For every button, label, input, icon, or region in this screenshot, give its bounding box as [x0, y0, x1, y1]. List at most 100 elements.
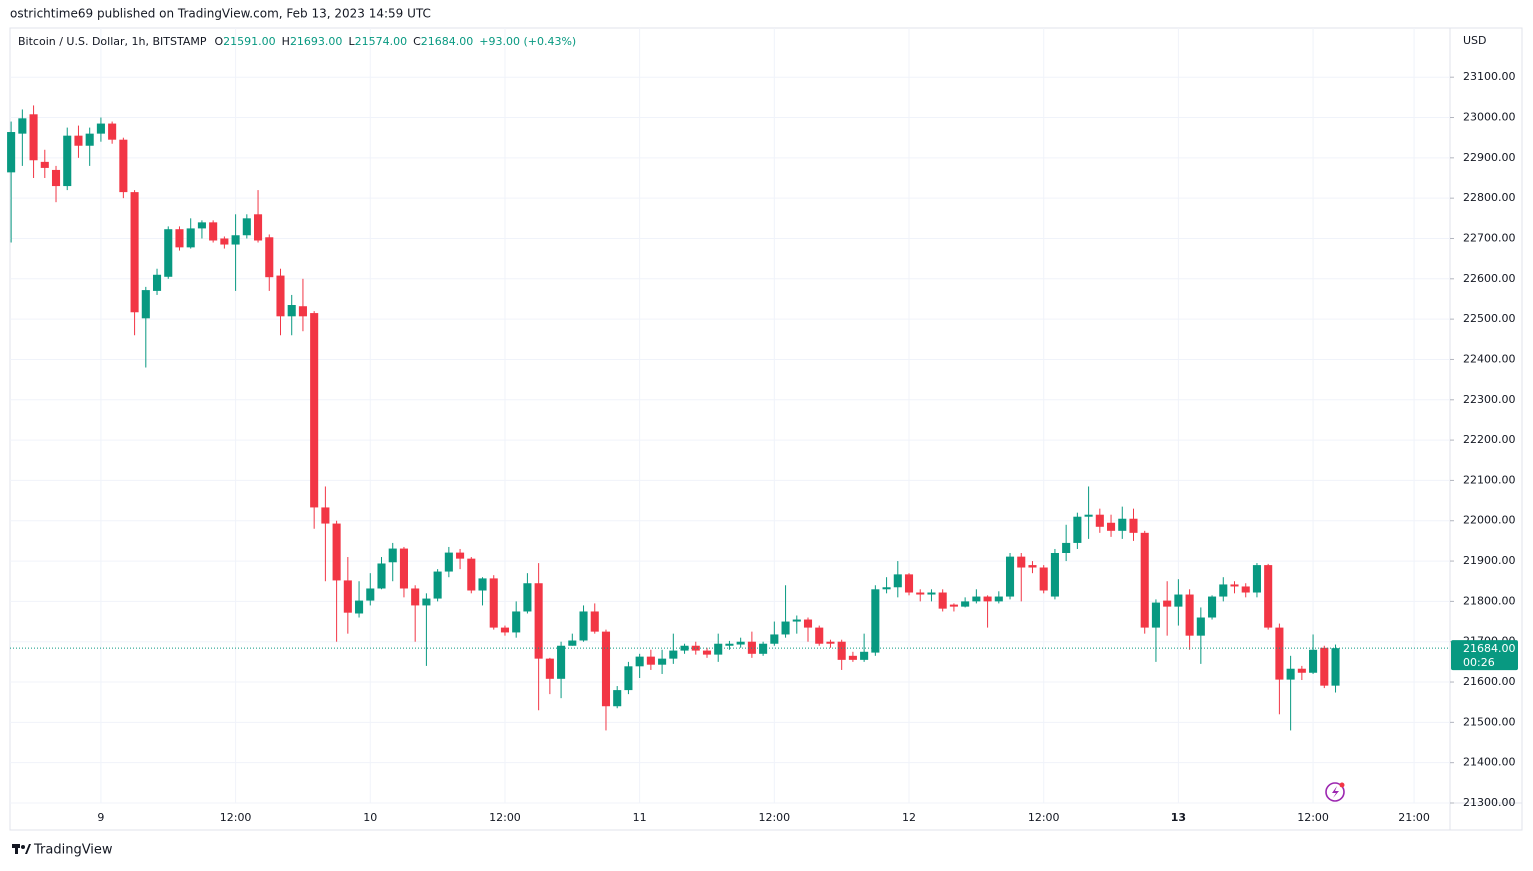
grid: 21300.0021400.0021500.0021600.0021700.00… — [10, 28, 1516, 824]
candle-body — [1140, 532, 1149, 628]
candle-body — [467, 558, 476, 591]
candle-body — [40, 161, 49, 168]
candle-body — [545, 658, 554, 679]
candle-body — [770, 634, 779, 644]
symbol-title: Bitcoin / U.S. Dollar, 1h, BITSTAMP — [18, 35, 207, 48]
candle-body — [815, 627, 824, 644]
countdown: 00:26 — [1463, 656, 1495, 669]
candle-body — [1185, 594, 1194, 636]
ohlc-key: C — [413, 35, 421, 48]
candle-body — [613, 690, 622, 707]
frame — [9, 27, 1523, 831]
candle-body — [669, 650, 678, 659]
candle-body — [74, 135, 83, 146]
last-price-tag — [1451, 640, 1518, 671]
candle-body — [265, 237, 274, 278]
publisher: ostrichtime69 published on TradingView.c… — [10, 7, 431, 21]
candle-body — [287, 305, 296, 317]
x-tick-label: 12:00 — [1297, 811, 1329, 824]
candle-body — [366, 588, 375, 601]
candle-body — [1230, 584, 1239, 587]
candle-body — [220, 238, 229, 245]
y-tick-label: 21900.00 — [1463, 554, 1516, 567]
ohlc-value: 21591.00 — [223, 35, 276, 48]
candle-body — [456, 552, 465, 559]
candle-body — [837, 641, 846, 660]
ohlc-key: L — [348, 35, 355, 48]
y-tick-label: 23000.00 — [1463, 111, 1516, 124]
x-tick-label: 12:00 — [1028, 811, 1060, 824]
candle-body — [489, 578, 498, 628]
x-tick-label: 11 — [633, 811, 647, 824]
candle-body — [164, 229, 173, 277]
candle-body — [1241, 586, 1250, 593]
x-tick-label: 12:00 — [489, 811, 521, 824]
candle-body — [938, 592, 947, 609]
candles — [7, 105, 1340, 731]
brand-logo — [12, 844, 31, 854]
candle-body — [1252, 565, 1261, 593]
x-tick-label: 12:00 — [220, 811, 252, 824]
candle-body — [961, 601, 970, 607]
x-tick-label: 9 — [97, 811, 104, 824]
candle-body — [736, 641, 745, 645]
candle-body — [209, 222, 218, 241]
y-tick-label: 22500.00 — [1463, 312, 1516, 325]
candle-body — [1275, 627, 1284, 680]
candle-body — [893, 574, 902, 588]
candle-body — [904, 574, 914, 593]
candle-body — [1208, 596, 1217, 618]
candle-body — [848, 655, 857, 660]
y-tick-label: 23100.00 — [1463, 70, 1516, 83]
candle-body — [1050, 553, 1059, 597]
candle-body — [568, 640, 577, 646]
candle-body — [444, 552, 453, 572]
candle-body — [332, 523, 341, 581]
candle-body — [18, 118, 27, 134]
candle-body — [276, 275, 285, 317]
candle-body — [994, 596, 1003, 602]
candle-body — [85, 133, 94, 146]
x-tick-label: 21:00 — [1398, 811, 1430, 824]
ohlc-key: O — [214, 35, 223, 48]
candle-body — [1320, 647, 1329, 686]
candle-body — [197, 222, 206, 229]
candle-body — [355, 600, 364, 614]
candle-body — [949, 604, 958, 607]
candle-body — [242, 218, 251, 236]
ohlc-key: H — [282, 35, 290, 48]
candle-body — [130, 192, 139, 313]
candle-body — [51, 169, 61, 187]
candle-body — [1286, 668, 1295, 680]
y-axis-label: USD — [1463, 34, 1487, 47]
candle-body — [1118, 518, 1127, 531]
candle-body — [422, 598, 431, 606]
legend: Bitcoin / U.S. Dollar, 1h, BITSTAMP O2159… — [18, 35, 576, 48]
candle-body — [860, 651, 869, 660]
y-tick-label: 21400.00 — [1463, 756, 1516, 769]
y-tick-label: 22400.00 — [1463, 352, 1516, 365]
ohlc-value: 21693.00 — [290, 35, 343, 48]
candle-body — [512, 611, 521, 633]
candle-body — [590, 611, 599, 632]
candle-body — [7, 132, 16, 173]
candle-body — [500, 627, 510, 633]
candle-body — [175, 229, 184, 248]
candle-body — [1163, 600, 1172, 607]
y-tick-label: 21500.00 — [1463, 715, 1516, 728]
x-tick-label: 10 — [363, 811, 377, 824]
candle-body — [321, 507, 330, 524]
candle-body — [1196, 617, 1205, 636]
candle-body — [119, 139, 128, 193]
candle-body — [1039, 567, 1048, 591]
candle-body — [388, 548, 397, 563]
candle-body — [1107, 522, 1116, 531]
y-tick-label: 22900.00 — [1463, 151, 1516, 164]
candle-body — [478, 578, 487, 591]
candle-body — [523, 583, 532, 612]
candle-body — [399, 548, 408, 589]
candle-body — [1264, 565, 1273, 628]
candle-body — [792, 619, 801, 622]
candle-body — [343, 580, 352, 613]
